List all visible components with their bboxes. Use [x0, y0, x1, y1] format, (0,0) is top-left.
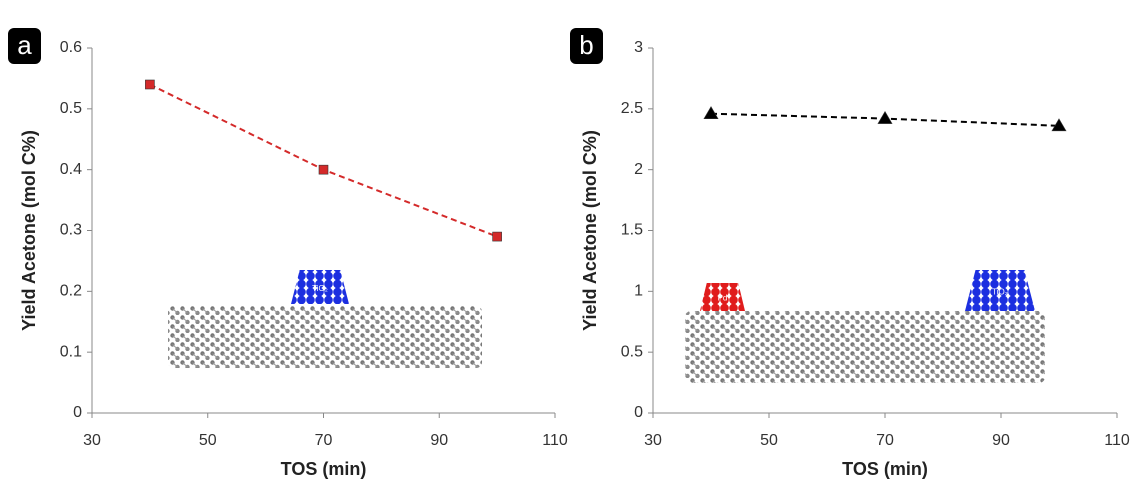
inset-label: TiO₂ — [992, 288, 1008, 297]
x-tick-label: 110 — [542, 432, 568, 449]
x-tick-label: 50 — [760, 432, 778, 449]
y-axis-title: Yield Acetone (mol C%) — [580, 130, 600, 331]
inset-label: Pd — [718, 294, 728, 303]
y-tick-label: 0.3 — [60, 222, 82, 239]
y-tick-label: 0 — [73, 404, 82, 421]
y-tick-label: 1.5 — [621, 222, 643, 239]
panel-label-box — [8, 28, 41, 64]
marker — [318, 164, 329, 175]
panel-label-box — [570, 28, 603, 64]
y-tick-label: 0.1 — [60, 343, 82, 360]
x-axis-title: TOS (min) — [842, 459, 928, 479]
x-tick-label: 70 — [315, 432, 333, 449]
marker — [877, 110, 893, 124]
marker — [1051, 118, 1067, 132]
y-tick-label: 2.5 — [621, 100, 643, 117]
x-tick-label: 110 — [1104, 432, 1130, 449]
y-tick-label: 0 — [634, 404, 643, 421]
particle-cluster — [291, 270, 349, 304]
panel-label: a — [17, 30, 32, 60]
x-tick-label: 30 — [83, 432, 101, 449]
marker — [145, 79, 155, 90]
y-tick-label: 2 — [634, 161, 643, 178]
y-tick-label: 3 — [634, 39, 643, 56]
y-tick-label: 0.4 — [60, 161, 82, 178]
series-line — [149, 83, 498, 238]
nanotube — [685, 311, 1045, 383]
y-tick-label: 0.5 — [621, 343, 643, 360]
marker — [492, 231, 502, 242]
x-tick-label: 30 — [644, 432, 662, 449]
y-axis-title: Yield Acetone (mol C%) — [19, 130, 39, 331]
x-tick-label: 90 — [430, 432, 448, 449]
particle-cluster — [700, 283, 745, 311]
particle-cluster — [965, 270, 1035, 311]
y-tick-label: 0.6 — [60, 39, 82, 56]
x-axis-title: TOS (min) — [281, 459, 367, 479]
panel-label: b — [579, 30, 593, 60]
x-tick-label: 90 — [992, 432, 1010, 449]
nanotube — [168, 306, 482, 368]
x-tick-label: 50 — [199, 432, 217, 449]
y-tick-label: 0.5 — [60, 100, 82, 117]
x-tick-label: 70 — [876, 432, 894, 449]
marker — [703, 106, 719, 119]
y-tick-label: 1 — [634, 283, 643, 300]
y-tick-label: 0.2 — [60, 283, 82, 300]
inset-label: TiO₂ — [312, 284, 328, 293]
